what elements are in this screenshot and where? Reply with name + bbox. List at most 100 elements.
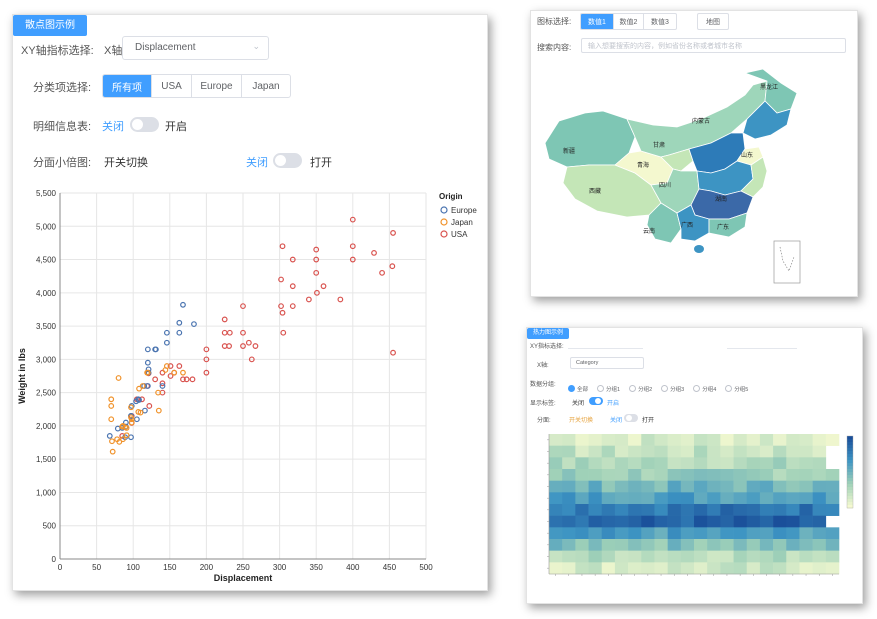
map-tab-3[interactable]: 数值3 bbox=[651, 18, 669, 26]
legend-title: Origin bbox=[439, 192, 463, 201]
heatmap-cell bbox=[786, 527, 800, 540]
scatter-point-japan bbox=[109, 448, 116, 455]
small-multiple-label: 分面小倍图: bbox=[33, 157, 92, 169]
scatter-point-japan bbox=[128, 419, 135, 426]
scatter-point-japan bbox=[163, 363, 170, 369]
legend-marker-europe bbox=[440, 206, 448, 214]
heatmap-group-option[interactable]: 分组2 bbox=[629, 385, 652, 393]
heatmap-cell bbox=[812, 434, 827, 446]
country-option-all[interactable]: 所有项 bbox=[103, 75, 152, 97]
heatmap-cell bbox=[628, 457, 642, 470]
heatmap-cell bbox=[562, 445, 576, 458]
scatter-point-europe bbox=[144, 359, 151, 366]
x-tick-label: 450 bbox=[383, 563, 397, 572]
heatmap-group-option[interactable]: 分组4 bbox=[693, 385, 716, 393]
info-table-switch[interactable] bbox=[130, 117, 159, 132]
map-tab-4[interactable]: 地图 bbox=[706, 18, 720, 26]
heatmap-cell bbox=[746, 469, 761, 481]
scatter-point-usa bbox=[240, 329, 246, 336]
heatmap-cell bbox=[549, 445, 563, 458]
heatmap-colorbar-segment bbox=[847, 499, 853, 503]
heatmap-cell bbox=[786, 550, 800, 563]
heatmap-colorbar-segment bbox=[847, 493, 853, 497]
y-tick-label: 1,000 bbox=[36, 488, 57, 497]
map-search-placeholder: 输入想要搜索的内容，例如省份名称或者城市名称 bbox=[588, 43, 742, 50]
heatmap-xy-select-2[interactable] bbox=[727, 338, 797, 349]
heatmap-cell bbox=[746, 550, 761, 563]
heatmap-cell bbox=[575, 457, 589, 470]
heatmap-cell bbox=[799, 515, 813, 528]
heatmap-cell bbox=[601, 457, 616, 470]
heatmap-cell bbox=[746, 445, 761, 458]
heatmap-cell bbox=[588, 492, 603, 505]
scatter-point-usa bbox=[279, 243, 286, 250]
heatmap-colorbar-segment bbox=[847, 505, 853, 509]
heatmap-cell bbox=[773, 434, 787, 446]
heatmap-cell bbox=[680, 504, 695, 516]
map-tab-1[interactable]: 数值1 bbox=[581, 14, 614, 29]
scatter-point-europe bbox=[176, 319, 183, 326]
heatmap-group-option[interactable]: 分组3 bbox=[661, 385, 684, 393]
map-search-input[interactable]: 输入想要搜索的内容，例如省份名称或者城市名称 bbox=[581, 38, 846, 53]
heatmap-group-option[interactable]: 分组1 bbox=[597, 385, 620, 393]
x-axis-select[interactable]: Displacement ⌄ bbox=[122, 36, 269, 60]
heatmap-group-option[interactable]: 全部 bbox=[568, 385, 588, 393]
legend-label-usa: USA bbox=[451, 230, 468, 239]
heatmap-chart bbox=[547, 434, 854, 576]
heatmap-toggle-switch[interactable] bbox=[589, 397, 603, 405]
x-prefix: X轴 bbox=[104, 45, 123, 57]
heatmap-cell bbox=[694, 527, 708, 540]
small-multiple-switch[interactable] bbox=[273, 153, 302, 168]
heatmap-cell bbox=[641, 492, 655, 505]
heatmap-cell bbox=[562, 469, 576, 481]
heatmap-cell bbox=[707, 527, 721, 540]
heatmap-cell bbox=[825, 562, 840, 575]
small-multiple-off-text: 关闭 bbox=[246, 157, 268, 169]
heatmap-colorbar-segment bbox=[847, 460, 853, 464]
country-option-japan[interactable]: Japan bbox=[252, 80, 280, 92]
scatter-point-usa bbox=[167, 363, 174, 369]
map-province-label: 广西 bbox=[681, 221, 693, 229]
heatmap-cell bbox=[773, 457, 787, 470]
legend-label-japan: Japan bbox=[451, 218, 473, 227]
heatmap-cell bbox=[654, 457, 668, 470]
heatmap-cell bbox=[733, 527, 748, 540]
radio-icon bbox=[568, 385, 575, 392]
heatmap-group-option[interactable]: 分组5 bbox=[725, 385, 748, 393]
heatmap-cell bbox=[614, 562, 629, 575]
map-region-yunnan bbox=[646, 202, 682, 244]
scatter-point-europe bbox=[133, 416, 140, 423]
heatmap-cell bbox=[641, 515, 655, 528]
heatmap-cell bbox=[667, 480, 682, 493]
heatmap-cell bbox=[773, 550, 787, 563]
legend-marker-japan bbox=[440, 218, 448, 226]
legend-marker-usa bbox=[440, 230, 448, 238]
heatmap-colorbar-segment bbox=[847, 502, 853, 506]
scatter-point-usa bbox=[389, 263, 396, 270]
map-tab-2[interactable]: 数值2 bbox=[614, 14, 644, 29]
scatter-point-europe bbox=[163, 329, 170, 336]
heatmap-x-select[interactable]: Category bbox=[570, 357, 644, 369]
scatter-point-usa bbox=[371, 249, 377, 256]
heatmap-colorbar-segment bbox=[847, 469, 853, 473]
heatmap-cell bbox=[601, 527, 616, 540]
radio-icon bbox=[661, 385, 669, 392]
heatmap-cell bbox=[641, 445, 655, 458]
x-tick-label: 200 bbox=[200, 563, 214, 572]
heatmap-facet-switch[interactable] bbox=[624, 414, 638, 422]
scatter-point-usa bbox=[252, 343, 259, 349]
country-option-europe[interactable]: Europe bbox=[192, 75, 242, 97]
heatmap-cell bbox=[628, 562, 642, 575]
heatmap-cell bbox=[680, 492, 695, 505]
heatmap-xy-select-1[interactable] bbox=[568, 338, 643, 349]
heatmap-facet-off: 关闭 bbox=[610, 418, 623, 424]
heatmap-cell bbox=[575, 515, 589, 528]
heatmap-cell bbox=[825, 550, 840, 563]
heatmap-cell bbox=[549, 434, 563, 446]
country-option-usa[interactable]: USA bbox=[152, 75, 192, 97]
heatmap-cell bbox=[799, 562, 813, 575]
heatmap-cell bbox=[654, 539, 668, 551]
scatter-point-usa bbox=[313, 246, 320, 253]
scatter-point-japan bbox=[123, 432, 130, 439]
heatmap-cell bbox=[720, 550, 734, 563]
